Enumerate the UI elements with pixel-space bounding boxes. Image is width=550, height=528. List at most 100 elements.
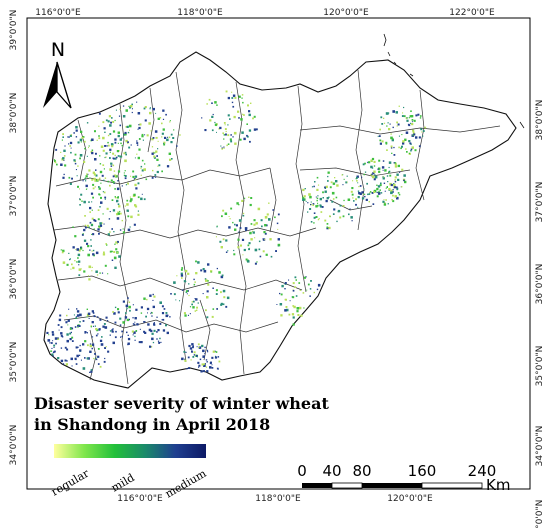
severity-pixel (389, 182, 392, 186)
severity-pixel (137, 156, 140, 160)
severity-pixel (209, 362, 212, 365)
severity-pixel (367, 161, 369, 164)
severity-pixel (353, 200, 355, 202)
severity-pixel (91, 310, 94, 313)
severity-pixel (103, 251, 105, 254)
severity-pixel (196, 309, 198, 311)
severity-pixel (51, 333, 55, 336)
severity-pixel (229, 138, 232, 141)
severity-pixel (284, 288, 286, 290)
severity-pixel (94, 325, 96, 327)
severity-pixel (69, 134, 72, 137)
severity-pixel (165, 314, 169, 318)
severity-pixel (403, 174, 406, 177)
severity-pixel (94, 130, 96, 133)
severity-pixel (66, 333, 69, 336)
severity-pixel (390, 145, 393, 148)
severity-pixel (161, 132, 164, 135)
severity-pixel (68, 308, 70, 310)
severity-pixel (78, 264, 80, 266)
severity-pixel (68, 252, 70, 254)
north-label: N (51, 39, 65, 61)
severity-pixel (225, 130, 227, 133)
severity-pixel (302, 196, 305, 199)
severity-pixels (46, 90, 427, 373)
severity-pixel (277, 243, 281, 247)
severity-pixel (214, 350, 216, 352)
north-arrow-icon: N (43, 39, 72, 109)
severity-pixel (113, 251, 116, 253)
severity-pixel (158, 342, 161, 344)
severity-pixel (136, 140, 138, 142)
severity-pixel (326, 226, 328, 228)
severity-pixel (303, 276, 306, 279)
severity-pixel (248, 113, 251, 117)
severity-pixel (316, 288, 319, 291)
severity-pixel (105, 316, 108, 319)
severity-pixel (310, 221, 313, 223)
severity-pixel (246, 135, 249, 138)
severity-pixel (392, 126, 394, 129)
severity-pixel (279, 292, 281, 295)
severity-pixel (68, 136, 70, 138)
severity-pixel (379, 189, 381, 191)
severity-pixel (240, 118, 243, 121)
severity-pixel (183, 350, 186, 353)
severity-pixel (90, 245, 92, 247)
severity-pixel (392, 191, 394, 193)
severity-pixel (53, 344, 56, 347)
severity-pixel (57, 324, 60, 326)
severity-pixel (316, 199, 318, 202)
severity-pixel (57, 357, 60, 360)
severity-pixel (94, 220, 97, 222)
severity-pixel (277, 245, 279, 247)
severity-pixel (98, 187, 101, 190)
severity-pixel (181, 289, 184, 291)
severity-pixel (112, 328, 114, 330)
severity-pixel (245, 258, 248, 261)
severity-pixel (376, 187, 379, 191)
severity-pixel (151, 152, 154, 155)
severity-pixel (122, 105, 125, 107)
severity-pixel (198, 366, 200, 368)
severity-pixel (268, 202, 270, 204)
severity-pixel (123, 172, 125, 174)
severity-pixel (153, 322, 155, 324)
severity-pixel (167, 136, 168, 138)
severity-pixel (168, 136, 171, 139)
severity-pixel (382, 160, 385, 162)
severity-pixel (86, 357, 89, 360)
severity-pixel (96, 274, 99, 276)
severity-pixel (103, 323, 106, 325)
severity-pixel (401, 145, 403, 148)
severity-pixel (109, 330, 112, 332)
severity-pixel (125, 109, 128, 112)
severity-pixel (111, 117, 113, 119)
scale-tick-80: 80 (352, 462, 371, 480)
severity-pixel (134, 157, 136, 159)
severity-pixel (151, 315, 153, 317)
severity-pixel (292, 289, 295, 292)
severity-pixel (137, 196, 140, 199)
severity-pixel (75, 346, 78, 349)
severity-pixel (95, 169, 97, 171)
severity-pixel (189, 347, 193, 350)
severity-pixel (387, 181, 389, 183)
severity-pixel (202, 293, 204, 295)
severity-pixel (210, 271, 212, 273)
severity-pixel (193, 283, 196, 286)
severity-pixel (102, 121, 105, 124)
severity-pixel (248, 248, 250, 251)
severity-pixel (116, 150, 119, 153)
severity-pixel (222, 303, 225, 306)
severity-pixel (238, 219, 242, 222)
severity-pixel (143, 198, 146, 201)
severity-pixel (114, 157, 117, 160)
severity-pixel (230, 140, 233, 143)
severity-pixel (98, 328, 101, 330)
severity-pixel (265, 253, 268, 256)
severity-pixel (112, 209, 116, 212)
severity-pixel (127, 228, 131, 232)
severity-pixel (373, 191, 376, 193)
severity-pixel (413, 119, 416, 122)
